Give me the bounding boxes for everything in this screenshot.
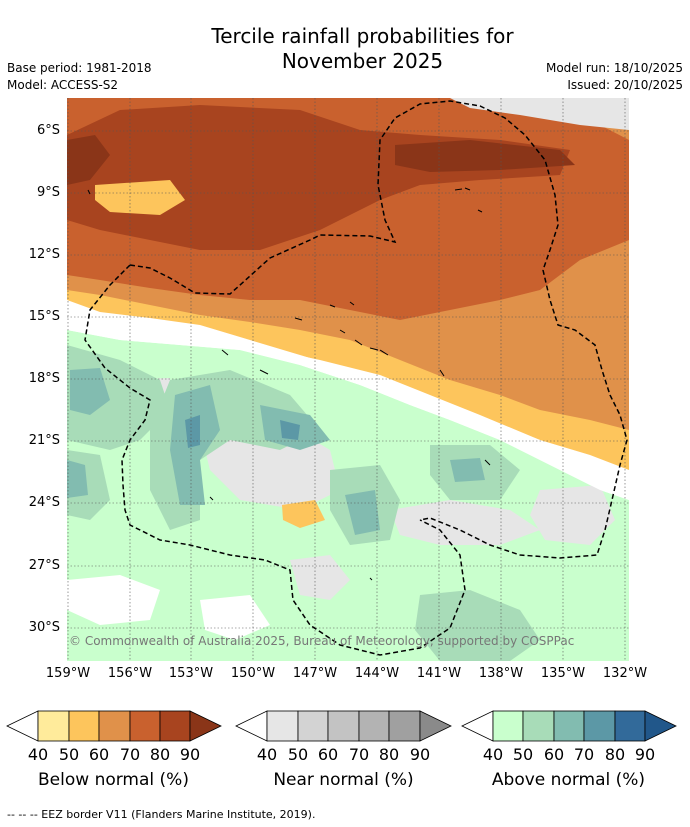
cb-above-tick-40: 40: [482, 745, 504, 764]
model-info: Base period: 1981-2018 Model: ACCESS-S2: [7, 60, 152, 94]
cb-below-swatch-3: [98, 710, 131, 742]
lat-label-21s: 21°S: [28, 433, 60, 448]
near-normal-patch-5: [530, 485, 615, 545]
near-normal-patch-2: [390, 500, 540, 545]
above-normal-mid-6: [415, 590, 540, 661]
cb-near-tick-80: 80: [378, 745, 400, 764]
lat-label-12s: 12°S: [28, 247, 60, 262]
graticule: [67, 98, 629, 661]
cb-above-swatch-3: [553, 710, 585, 742]
cb-near-tick-60: 60: [317, 745, 339, 764]
white-patch-1: [67, 575, 160, 625]
issued-date: Issued: 20/10/2025: [567, 78, 683, 92]
cb-below-tick-80: 80: [149, 745, 171, 764]
model-run: Model run: 18/10/2025: [545, 61, 683, 75]
lon-label-156w: 156°W: [107, 666, 153, 681]
islands: [87, 187, 491, 581]
cb-below-swatch-4: [129, 710, 161, 742]
lon-label-135w: 135°W: [540, 666, 586, 681]
cb-below-swatch-2: [68, 710, 100, 742]
eez-footnote: -- -- -- EEZ border V11 (Flanders Marine…: [7, 808, 316, 821]
cb-below-swatch-5: [159, 710, 191, 742]
above-normal-very-strong-1: [185, 415, 200, 448]
map-title: Tercile rainfall probabilities for Novem…: [160, 24, 565, 74]
base-period: Base period: 1981-2018: [7, 61, 152, 75]
cb-below-high-arrow: [189, 710, 222, 742]
below-normal-light-patch: [95, 180, 185, 215]
cb-near-tick-90: 90: [409, 745, 431, 764]
cb-above-tick-80: 80: [604, 745, 626, 764]
colorbar-near-normal: [235, 710, 452, 742]
cb-above-high-arrow: [644, 710, 677, 742]
eez-border-1: [129, 100, 628, 559]
colorbar-below-normal: [6, 710, 222, 742]
cb-near-swatch-4: [358, 710, 390, 742]
cb-above-low-arrow: [461, 710, 494, 742]
cb-above-tick-60: 60: [543, 745, 565, 764]
cb-near-swatch-1: [266, 710, 299, 742]
title-line-1: Tercile rainfall probabilities for: [211, 24, 514, 48]
cb-above-swatch-1: [492, 710, 524, 742]
lat-label-6s: 6°S: [36, 123, 60, 138]
model-name: Model: ACCESS-S2: [7, 78, 119, 92]
below-normal-peak: [67, 135, 110, 185]
above-normal-strong-4: [345, 490, 380, 535]
cb-near-swatch-5: [388, 710, 421, 742]
colorbar-above-title: Above normal (%): [491, 770, 646, 790]
cb-below-tick-40: 40: [27, 745, 49, 764]
lon-label-132w: 132°W: [602, 666, 648, 681]
below-normal-peak-2: [395, 140, 575, 172]
above-normal-strong-5: [450, 458, 485, 482]
cb-below-tick-70: 70: [119, 745, 141, 764]
lon-label-159w: 159°W: [45, 666, 91, 681]
lon-label-150w: 150°W: [230, 666, 276, 681]
cb-near-low-arrow: [235, 710, 268, 742]
cb-above-tick-50: 50: [512, 745, 534, 764]
cb-above-swatch-2: [522, 710, 555, 742]
cb-above-tick-90: 90: [634, 745, 656, 764]
cb-above-swatch-5: [614, 710, 646, 742]
lat-label-15s: 15°S: [28, 309, 60, 324]
cb-near-high-arrow: [419, 710, 452, 742]
cb-near-tick-70: 70: [348, 745, 370, 764]
lat-label-27s: 27°S: [28, 558, 60, 573]
below-normal-very-strong: [67, 105, 570, 250]
above-normal-very-strong-2: [280, 420, 300, 440]
colorbar-near-title: Near normal (%): [273, 770, 414, 790]
below-normal-south-patch: [282, 500, 325, 528]
lon-label-147w: 147°W: [292, 666, 338, 681]
lon-label-141w: 141°W: [416, 666, 462, 681]
colorbar-above-normal: [461, 710, 677, 742]
lon-label-153w: 153°W: [168, 666, 214, 681]
run-info: Model run: 18/10/2025 Issued: 20/10/2025: [546, 60, 683, 94]
cb-below-tick-90: 90: [179, 745, 201, 764]
lon-label-138w: 138°W: [478, 666, 524, 681]
colorbars: [6, 710, 677, 742]
cb-below-swatch-1: [37, 710, 70, 742]
cb-above-tick-70: 70: [573, 745, 595, 764]
above-normal-strong-6: [67, 460, 88, 498]
cb-near-swatch-3: [327, 710, 360, 742]
lat-label-30s: 30°S: [28, 620, 60, 635]
near-normal-top: [450, 98, 629, 130]
colorbar-below-title: Below normal (%): [38, 770, 189, 790]
copyright-notice: © Commonwealth of Australia 2025, Bureau…: [69, 634, 575, 648]
cb-above-swatch-4: [583, 710, 616, 742]
lon-label-144w: 144°W: [354, 666, 400, 681]
lat-label-24s: 24°S: [28, 495, 60, 510]
cb-below-tick-60: 60: [88, 745, 110, 764]
cb-near-tick-50: 50: [287, 745, 309, 764]
title-line-2: November 2025: [281, 49, 444, 73]
cb-near-swatch-2: [297, 710, 329, 742]
cb-near-tick-40: 40: [256, 745, 278, 764]
lat-label-18s: 18°S: [28, 371, 60, 386]
above-normal-strong-1: [70, 368, 110, 415]
lat-label-9s: 9°S: [36, 185, 60, 200]
white-patch-2: [200, 595, 270, 640]
rainfall-map: [67, 98, 629, 661]
cb-below-low-arrow: [6, 710, 39, 742]
cb-below-tick-50: 50: [58, 745, 80, 764]
eez-border-2: [84, 264, 466, 656]
